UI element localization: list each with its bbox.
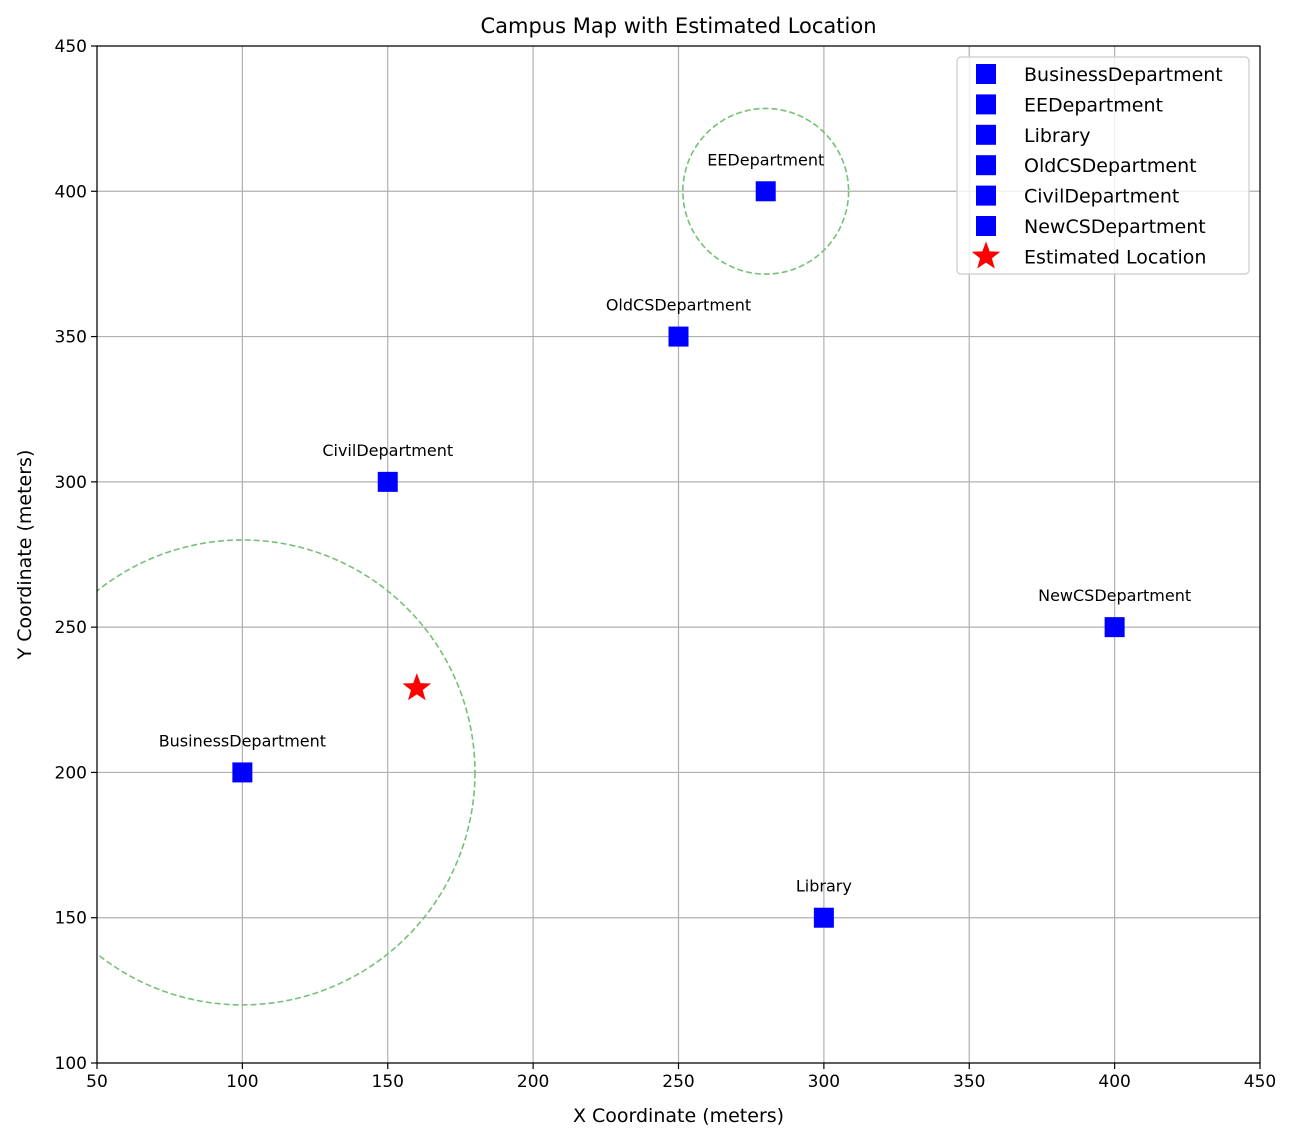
point-label-1: EEDepartment	[707, 150, 824, 169]
point-3	[668, 326, 689, 347]
x-tick-label-3: 200	[517, 1072, 549, 1092]
legend-marker-5	[976, 216, 996, 236]
legend-marker-star	[971, 241, 1001, 269]
legend-label-1: EEDepartment	[1024, 94, 1163, 116]
y-tick-label-4: 300	[55, 473, 87, 493]
y-axis-ticks: 100 150 200 250 300 350 400 450	[55, 37, 97, 1074]
y-tick-label-7: 450	[55, 37, 87, 57]
point-4	[377, 471, 398, 492]
point-labels: BusinessDepartment EEDepartment Library Old…	[159, 150, 1191, 895]
range-circle-0	[97, 539, 476, 1006]
y-tick-label-2: 200	[55, 763, 87, 783]
x-axis-ticks: 50 100 150 200 250 300 350 400 450	[86, 1063, 1276, 1092]
y-tick-label-5: 350	[55, 328, 87, 348]
range-circle-1	[682, 107, 850, 275]
range-circles	[97, 107, 850, 1006]
legend-marker-1	[976, 94, 996, 115]
y-tick-label-6: 400	[55, 182, 87, 202]
legend-marker-4	[976, 185, 996, 206]
x-tick-label-4: 250	[662, 1072, 694, 1092]
point-0	[232, 762, 253, 783]
x-tick-label-5: 300	[808, 1072, 840, 1092]
data-points	[232, 181, 1125, 928]
point-label-0: BusinessDepartment	[159, 731, 326, 750]
y-tick-label-0: 100	[55, 1054, 87, 1074]
legend-label-3: OldCSDepartment	[1024, 155, 1197, 177]
estimated-location-star	[402, 673, 432, 701]
point-label-2: Library	[796, 877, 852, 896]
y-tick-label-1: 150	[55, 909, 87, 929]
legend-label-2: Library	[1024, 125, 1090, 147]
x-tick-label-7: 400	[1098, 1072, 1130, 1092]
chart-title: Campus Map with Estimated Location	[480, 14, 876, 38]
legend-label-5: NewCSDepartment	[1024, 216, 1206, 238]
point-1	[755, 181, 776, 202]
legend-marker-0	[976, 64, 996, 84]
x-tick-label-8: 450	[1244, 1072, 1276, 1092]
y-tick-label-3: 250	[55, 618, 87, 638]
legend-label-0: BusinessDepartment	[1024, 64, 1223, 86]
point-5	[1104, 617, 1125, 638]
x-tick-label-0: 50	[86, 1072, 108, 1092]
point-label-4: CivilDepartment	[322, 441, 453, 460]
legend-label-4: CivilDepartment	[1024, 186, 1179, 208]
point-label-3: OldCSDepartment	[606, 296, 751, 315]
point-label-5: NewCSDepartment	[1038, 586, 1191, 605]
legend-marker-3	[976, 155, 996, 176]
x-tick-label-1: 100	[226, 1072, 258, 1092]
legend-box	[956, 56, 1250, 275]
y-axis-label: Y Coordinate (meters)	[14, 450, 36, 661]
legend-label-6: Estimated Location	[1024, 246, 1206, 268]
legend: BusinessDepartment EEDepartment Library Old…	[956, 56, 1250, 275]
x-axis-label: X Coordinate (meters)	[573, 1105, 784, 1127]
legend-marker-2	[976, 124, 996, 145]
point-2	[813, 907, 834, 928]
x-tick-label-2: 150	[372, 1072, 404, 1092]
x-tick-label-6: 350	[953, 1072, 985, 1092]
